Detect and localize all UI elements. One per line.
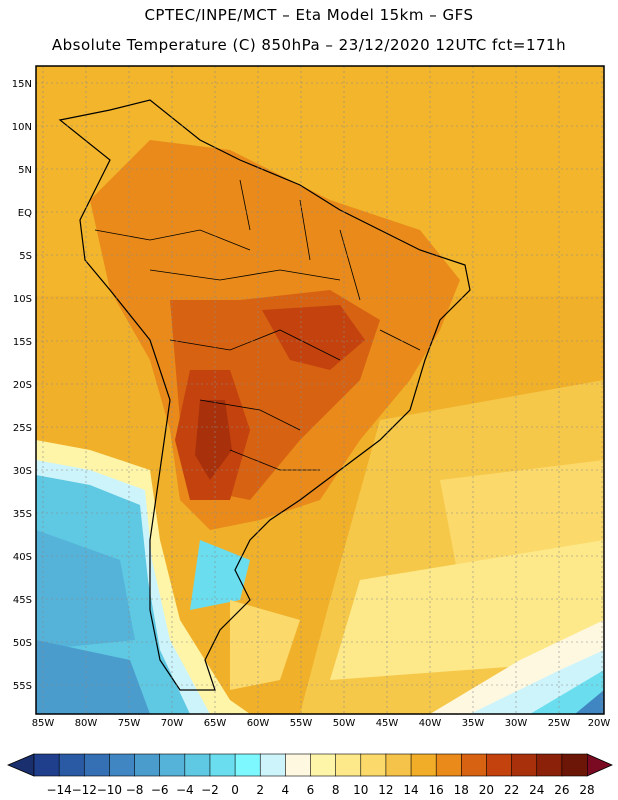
colorbar-label: −14: [46, 783, 71, 797]
colorbar-swatch: [461, 753, 488, 777]
colorbar-label: 4: [282, 783, 290, 797]
lon-label: 40W: [419, 718, 442, 729]
lat-lon-grid: [36, 66, 604, 714]
colorbar-swatch: [310, 753, 337, 777]
lat-axis: 15N 10N 5N EQ 5S 10S 15S 20S 25S 30S 35S…: [12, 79, 32, 692]
colorbar-label: 12: [378, 783, 393, 797]
colorbar-label: 10: [353, 783, 368, 797]
lon-label: 60W: [247, 718, 270, 729]
lat-label: 40S: [13, 552, 32, 563]
colorbar-swatch: [209, 753, 236, 777]
temperature-colorbar: −14 −12 −10 −8 −6 −4 −2 0 2 4 6 8 10 12 14 16 18 20 22 24 26…: [6, 753, 613, 797]
colorbar-label: −12: [72, 783, 97, 797]
colorbar-label: 6: [307, 783, 315, 797]
lon-label: 35W: [462, 718, 485, 729]
lon-label: 25W: [548, 718, 571, 729]
lon-label: 70W: [161, 718, 184, 729]
colorbar-swatch: [536, 753, 563, 777]
colorbar-label: 2: [256, 783, 264, 797]
colorbar-label: −2: [201, 783, 219, 797]
map-frame: [35, 65, 605, 715]
colorbar-swatch: [435, 753, 462, 777]
lon-label: 45W: [376, 718, 399, 729]
colorbar-label: −8: [126, 783, 144, 797]
colorbar-swatch: [385, 753, 412, 777]
colorbar-low-arrow: [6, 753, 35, 777]
map-title-line2: Absolute Temperature (C) 850hPa – 23/12/…: [51, 36, 567, 54]
lat-label: 15N: [12, 79, 32, 90]
colorbar-swatch: [360, 753, 387, 777]
colorbar-label: −4: [176, 783, 194, 797]
map-title-line1: CPTEC/INPE/MCT – Eta Model 15km – GFS: [144, 6, 474, 24]
colorbar-swatch: [511, 753, 538, 777]
colorbar-swatch: [159, 753, 186, 777]
colorbar-swatch: [259, 753, 286, 777]
lat-label: 35S: [13, 509, 32, 520]
continent-outline: [58, 99, 471, 691]
colorbar-label: 26: [554, 783, 569, 797]
lon-label: 20W: [588, 718, 611, 729]
colorbar-swatch: [486, 753, 513, 777]
lon-label: 50W: [333, 718, 356, 729]
colorbar-swatch: [33, 753, 60, 777]
lon-label: 80W: [75, 718, 98, 729]
colorbar-label: 14: [403, 783, 418, 797]
colorbar-label: 18: [454, 783, 469, 797]
lat-label: 55S: [13, 681, 32, 692]
colorbar-label: 0: [231, 783, 239, 797]
colorbar-label: 16: [429, 783, 444, 797]
colorbar-label: 28: [579, 783, 594, 797]
colorbar-swatch: [134, 753, 161, 777]
colorbar-high-arrow: [586, 753, 613, 777]
lat-label: 25S: [13, 423, 32, 434]
lat-label: 15S: [13, 337, 32, 348]
country-borders: [94, 179, 421, 471]
lon-label: 75W: [118, 718, 141, 729]
colorbar-swatch: [285, 753, 312, 777]
colorbar-label: 24: [529, 783, 544, 797]
colorbar-swatch: [109, 753, 136, 777]
temperature-field: [36, 66, 604, 714]
colorbar-swatch: [83, 753, 111, 777]
lat-label: 30S: [13, 466, 32, 477]
colorbar-swatch: [184, 753, 211, 777]
lon-label: 30W: [505, 718, 528, 729]
colorbar-label: 22: [504, 783, 519, 797]
lat-label: EQ: [18, 208, 32, 219]
colorbar-swatch: [58, 753, 85, 777]
lat-label: 50S: [13, 638, 32, 649]
lat-label: 10S: [13, 294, 32, 305]
lat-label: 10N: [12, 122, 32, 133]
colorbar-label: −10: [97, 783, 122, 797]
colorbar-swatch: [410, 753, 437, 777]
lat-label: 5N: [18, 165, 32, 176]
colorbar-label: 8: [332, 783, 340, 797]
colorbar-label: −6: [151, 783, 169, 797]
colorbar-swatch: [234, 753, 261, 777]
lon-label: 55W: [290, 718, 313, 729]
lon-label: 65W: [204, 718, 227, 729]
lon-label: 85W: [32, 718, 55, 729]
colorbar-swatch: [335, 753, 362, 777]
lat-label: 5S: [19, 251, 32, 262]
lat-label: 20S: [13, 380, 32, 391]
colorbar-label: 20: [479, 783, 494, 797]
lat-label: 45S: [13, 595, 32, 606]
colorbar-swatch: [561, 753, 588, 777]
lon-axis: 85W 80W 75W 70W 65W 60W 55W 50W 45W 40W …: [32, 718, 611, 729]
